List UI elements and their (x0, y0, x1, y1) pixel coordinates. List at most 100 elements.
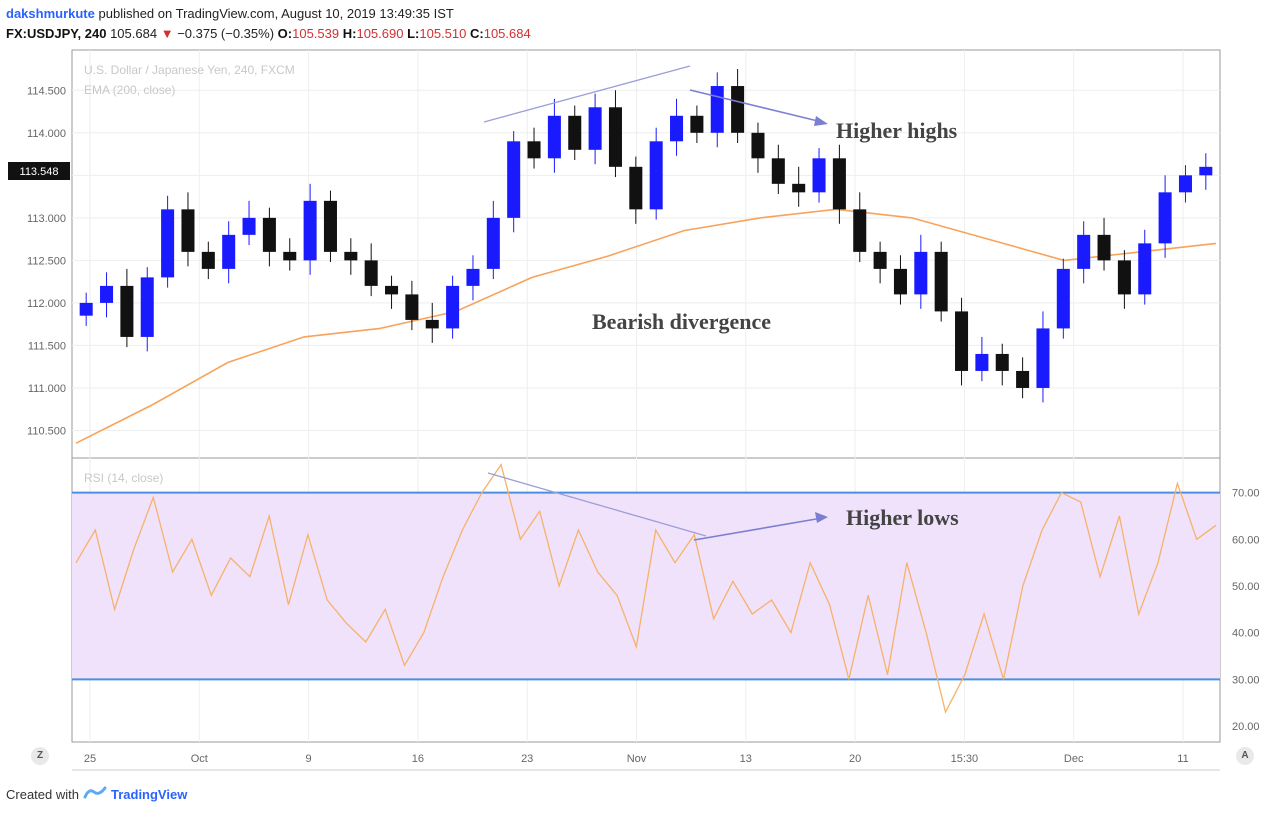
candle-body (1158, 192, 1172, 244)
created-with-label: Created with (6, 786, 79, 802)
down-arrow-icon: ▼ (160, 26, 174, 41)
chart-header: dakshmurkute published on TradingView.co… (6, 4, 1276, 44)
candle-body (690, 115, 704, 133)
candle-body (385, 285, 399, 295)
price-tick-label: 112.500 (27, 255, 66, 267)
author-link[interactable]: dakshmurkute (6, 6, 95, 21)
x-tick-label: 15:30 (951, 753, 979, 765)
x-tick-label: 16 (412, 753, 424, 765)
high-value: 105.690 (356, 26, 404, 41)
candle-body (853, 209, 867, 252)
price-pane-frame (71, 49, 1221, 459)
close-value: 105.684 (483, 26, 531, 41)
ema-layer (75, 208, 1217, 444)
rsi-tick-label: 50.00 (1232, 581, 1260, 593)
x-tick-label: 13 (740, 753, 752, 765)
candle-body (832, 158, 846, 210)
bearish-divergence-annotation: Bearish divergence (592, 309, 771, 334)
candle-body (751, 132, 765, 159)
candle-body (425, 319, 439, 329)
rsi-tick-label: 20.00 (1232, 721, 1260, 733)
candle-body (873, 251, 887, 269)
candle-body (303, 200, 317, 261)
price-tick-label: 114.000 (27, 128, 66, 140)
price-tick-label: 110.500 (27, 425, 66, 437)
low-value: 105.510 (419, 26, 467, 41)
ohlc-line: FX:USDJPY, 240 105.684 ▼ −0.375 (−0.35%)… (6, 24, 1276, 44)
candle-body (323, 200, 337, 252)
auto-scale-button[interactable]: A (1236, 747, 1254, 765)
x-tick-label: 23 (521, 753, 533, 765)
rsi-pane-title: RSI (14, close) (84, 471, 163, 485)
candle-body (608, 107, 622, 167)
tradingview-brand[interactable]: TradingView (110, 786, 188, 802)
higher-lows-arrow (693, 517, 823, 541)
candle-body (893, 268, 907, 295)
x-tick-label: 20 (849, 753, 861, 765)
close-label: C: (470, 26, 484, 41)
candle-body (771, 158, 785, 184)
ema-legend: EMA (200, close) (84, 83, 175, 97)
candle-body (547, 115, 561, 159)
candle-body (1036, 328, 1050, 388)
candle-body (364, 260, 378, 286)
candle-body (120, 285, 134, 337)
price-tick-label: 111.500 (28, 340, 66, 352)
candle-body (79, 302, 93, 316)
zoom-reset-button[interactable]: Z (31, 747, 49, 765)
candle-body (588, 107, 602, 150)
higher-highs-annotation: Higher highs (836, 118, 958, 143)
x-tick-label: Dec (1064, 753, 1084, 765)
candle-body (1138, 243, 1152, 295)
price-change: −0.375 (−0.35%) (177, 26, 275, 41)
rsi-tick-label: 30.00 (1232, 674, 1260, 686)
candle-body (140, 277, 154, 337)
candle-body (955, 311, 969, 371)
rsi-tick-label: 70.00 (1232, 488, 1260, 500)
candle-body (527, 141, 541, 159)
symbol-label: FX:USDJPY, 240 (6, 26, 107, 41)
x-tick-label: 9 (306, 753, 312, 765)
candle-body (466, 268, 480, 286)
higher-highs-arrowhead (814, 116, 828, 126)
last-price: 105.684 (110, 26, 158, 41)
candle-body (1199, 166, 1213, 176)
candle-body (1077, 234, 1091, 269)
candle-body (181, 209, 195, 252)
current-price-label: 113.548 (20, 166, 59, 178)
candle-body (975, 353, 989, 371)
candle-body (405, 294, 419, 320)
ema-line (75, 208, 1217, 444)
candle-body (262, 217, 276, 252)
candle-body (914, 251, 928, 295)
current-price-tag (8, 162, 70, 180)
price-tick-label: 114.500 (27, 85, 66, 97)
candles-layer (79, 69, 1213, 403)
open-label: O: (277, 26, 293, 41)
candle-body (201, 251, 215, 269)
candle-body (344, 251, 358, 261)
low-label: L: (407, 26, 420, 41)
footer: Created with TradingView (6, 786, 187, 802)
price-tick-label: 113.000 (27, 213, 66, 225)
open-value: 105.539 (292, 26, 340, 41)
price-tick-label: 111.000 (28, 383, 66, 395)
rsi-tick-label: 60.00 (1232, 534, 1260, 546)
candle-body (731, 86, 745, 133)
candle-body (507, 141, 521, 218)
candle-body (1178, 175, 1192, 193)
x-tick-label: Oct (191, 753, 208, 765)
rsi-line (75, 463, 1217, 714)
higher-highs-arrow (689, 89, 823, 123)
candle-body (1117, 260, 1131, 295)
x-tick-label: Nov (627, 753, 647, 765)
candle-body (792, 183, 806, 193)
candle-body (649, 141, 663, 210)
price-trendline (483, 65, 691, 123)
candle-body (161, 209, 175, 278)
candle-body (934, 251, 948, 312)
high-label: H: (342, 26, 357, 41)
price-pane-title: U.S. Dollar / Japanese Yen, 240, FXCM (84, 63, 295, 77)
x-tick-label: 25 (84, 753, 96, 765)
